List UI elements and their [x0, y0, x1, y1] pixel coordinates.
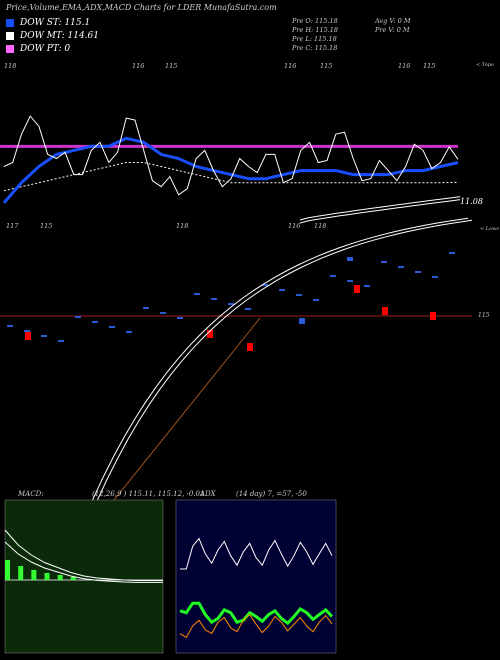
stat-prev-close: Pre C: 115.18: [292, 44, 338, 52]
stat-avg-volume: Avg V: 0 M: [375, 17, 411, 25]
macd-signal-line: [4, 541, 163, 583]
macd-hist-2: [31, 570, 37, 580]
macd-values: (12,26,9 ) 115.11, 115.12, -0.01: [92, 490, 205, 498]
macd-label: MACD:: [18, 490, 44, 498]
low-tick-3: 118: [176, 222, 189, 230]
stat-prev-low: Pre L: 115.18: [292, 35, 337, 43]
series-line-st: [2, 136, 459, 204]
macd-hist-1: [18, 566, 24, 580]
long-curve-2: [41, 219, 473, 653]
top-tick-2: 116: [132, 62, 145, 70]
macd-hist-0: [5, 560, 10, 580]
legend-item-dow-mt: DOW MT: 114.61: [6, 31, 99, 41]
adx-values: (14 day) 7, =57, -50: [236, 490, 307, 498]
adx-label: ADX: [200, 490, 216, 498]
chart-title: Price,Volume,EMA,ADX,MACD Charts for LDE…: [6, 3, 277, 12]
top-tick-3: 115: [165, 62, 178, 70]
legend-swatch-mt: [6, 32, 14, 40]
legend-label-mt: DOW MT: 114.61: [20, 31, 99, 41]
long-curve-1: [37, 217, 469, 651]
volume-box-blue-2: [299, 318, 305, 324]
legend-item-dow-pt: DOW PT: 0: [6, 44, 70, 54]
volume-box-0: [25, 332, 31, 340]
di-minus-line: [179, 613, 333, 639]
legend-label-st: DOW ST: 115.1: [20, 18, 91, 28]
volume-box-2: [247, 343, 253, 351]
top-tick-6: 116: [398, 62, 411, 70]
label-topo: < Topo: [476, 62, 494, 68]
label-price-line: 115: [478, 312, 490, 319]
low-tick-1: 117: [6, 222, 19, 230]
legend-swatch-pt: [6, 45, 14, 53]
series-line-mt: [3, 162, 459, 192]
legend-label-pt: DOW PT: 0: [20, 44, 71, 54]
low-tick-5: 118: [314, 222, 327, 230]
stat-prev-high: Pre H: 115.18: [292, 26, 339, 34]
top-tick-4: 116: [284, 62, 297, 70]
top-tick-1: 118: [4, 62, 17, 70]
label-last-value: 11.08: [460, 197, 483, 206]
legend-item-dow-st: DOW ST: 115.1: [6, 18, 90, 28]
macd-hist-5: [70, 577, 76, 580]
stat-prev-open: Pre O: 115.18: [292, 17, 338, 25]
envelope-line-1: [299, 196, 461, 221]
volume-box-5: [430, 312, 436, 320]
macd-hist-4: [57, 575, 63, 580]
adx-line: [180, 537, 333, 570]
volume-box-4: [382, 307, 388, 315]
top-tick-5: 115: [320, 62, 333, 70]
low-tick-2: 115: [40, 222, 53, 230]
adx-panel: [175, 499, 337, 654]
macd-line: [4, 529, 163, 581]
di-plus-line: [179, 601, 334, 626]
volume-box-3: [354, 285, 360, 293]
low-tick-4: 116: [288, 222, 301, 230]
top-tick-7: 115: [423, 62, 436, 70]
volume-box-blue-1: [347, 257, 353, 261]
legend-swatch-st: [6, 19, 14, 27]
label-lows: < Lows: [480, 226, 499, 232]
price-line: [3, 115, 459, 196]
macd-hist-3: [44, 573, 50, 580]
stat-prev-volume: Pre V: 0 M: [375, 26, 410, 34]
volume-box-1: [207, 330, 213, 338]
envelope-line-2: [299, 199, 461, 224]
